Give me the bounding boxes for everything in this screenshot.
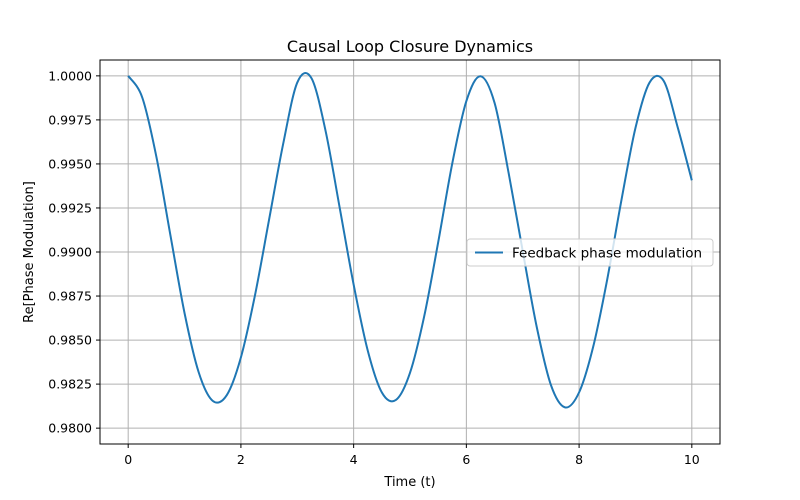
y-tick-label: 0.9950 [48,156,92,171]
legend: Feedback phase modulation [466,238,714,267]
y-tick-label: 0.9975 [48,112,92,127]
y-tick-label: 0.9900 [48,245,92,260]
plot-frame [99,59,721,445]
ticks: 0 2 4 6 8 10 0.9800 0.9825 0.9850 0.9875 0.9900 0.9… [48,68,700,467]
series-line-0 [127,72,693,409]
chart-title: Causal Loop Closure Dynamics [287,37,533,56]
series-layer [127,72,693,409]
y-tick-label: 0.9925 [48,200,92,215]
legend-label: Feedback phase modulation [512,246,702,262]
y-tick-label: 0.9875 [48,289,92,304]
legend-box [466,238,714,267]
x-tick-label: 4 [350,452,358,467]
y-tick-label: 0.9850 [48,333,92,348]
y-tick-label: 0.9800 [48,421,92,436]
x-tick-label: 2 [237,452,245,467]
y-tick-label: 0.9825 [48,377,92,392]
y-axis-label: Re[Phase Modulation] [22,181,37,323]
x-tick-label: 6 [462,452,470,467]
x-tick-label: 0 [124,452,132,467]
x-tick-label: 8 [575,452,583,467]
x-tick-label: 10 [684,452,700,467]
y-tick-label: 1.0000 [48,68,92,83]
x-axis-label: Time (t) [383,475,435,490]
